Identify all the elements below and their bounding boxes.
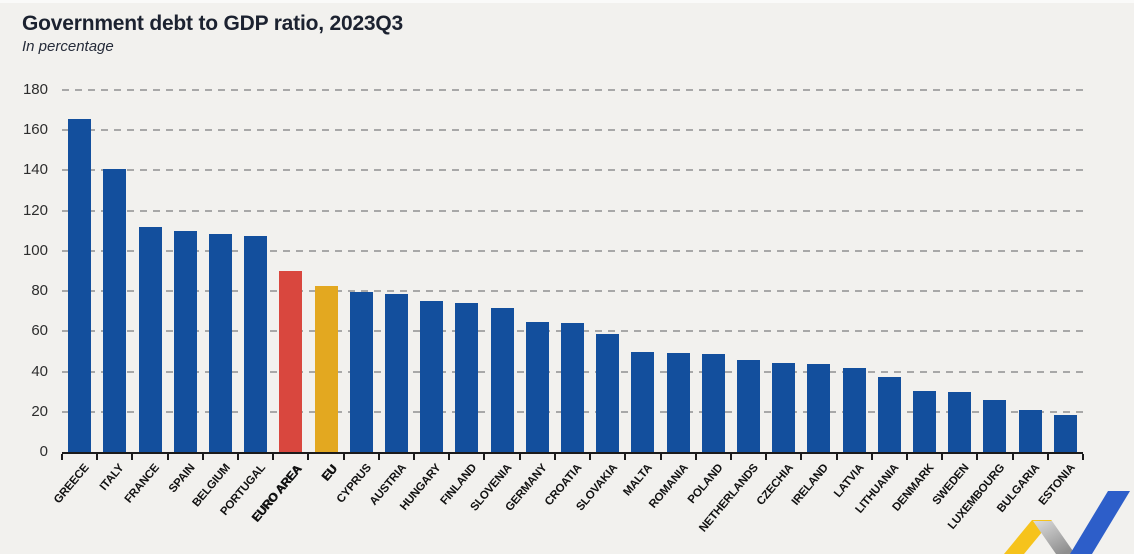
x-axis-label-italy: ITALY [98,462,127,493]
bar-portugal [244,235,268,452]
gridline-120 [62,209,1083,212]
x-axis-tick [1011,454,1014,460]
chart-subtitle: In percentage [22,38,114,55]
x-axis-tick [131,454,134,460]
top-strip [0,0,1134,3]
bar-eu [314,285,338,452]
x-axis-tick [96,454,99,460]
x-axis-label-malta: MALTA [621,462,656,499]
bar-spain [173,231,197,452]
y-axis-label-60: 60 [31,322,48,340]
y-axis-label-80: 80 [31,282,48,300]
bar-czechia [772,362,796,452]
gridline-160 [62,129,1083,132]
x-axis-tick [835,454,838,460]
chart-title: Government debt to GDP ratio, 2023Q3 [22,12,404,35]
gridline-100 [62,249,1083,252]
bar-latvia [842,368,866,452]
x-axis-tick [237,454,240,460]
x-axis-tick [553,454,556,460]
x-axis-tick [765,454,768,460]
y-axis-label-40: 40 [31,362,48,380]
bar-euro-area [279,271,303,452]
bar-cyprus [349,292,373,452]
bar-croatia [561,322,584,452]
y-axis-label-180: 180 [22,81,48,98]
x-axis-label-eu: EU [318,462,340,484]
x-axis-tick [729,454,732,460]
x-axis-label-greece: GREECE [52,462,92,507]
bar-poland [701,353,725,452]
ribbon-blue-band [1070,491,1130,554]
bar-belgium [208,234,232,452]
x-axis-tick [941,454,944,460]
bar-netherlands [737,359,761,452]
x-axis-tick [166,454,169,460]
x-axis-tick [1082,454,1084,460]
x-axis-tick [694,454,697,460]
bar-sweden [948,392,972,452]
bar-slovakia [596,333,620,452]
x-axis-tick [342,454,345,460]
chart-header: Government debt to GDP ratio, 2023Q3 In … [22,12,403,55]
x-axis-tick [905,454,908,460]
bar-finland [455,302,479,452]
bar-hungary [420,300,444,452]
x-axis-tick [272,454,275,460]
y-axis-labels: 0 20 40 60 80 100 120 140 160 180 [0,81,54,460]
x-axis-line [62,452,1083,454]
bar-ireland [807,364,831,452]
y-axis-label-0: 0 [39,443,48,460]
x-axis-tick [624,454,627,460]
y-axis-label-140: 140 [22,161,48,179]
x-axis-tick [518,454,521,460]
bar-france [138,226,162,452]
x-axis-label-spain: SPAIN [166,462,198,496]
x-axis-tick [1046,454,1049,460]
x-axis-tick [589,454,592,460]
x-axis-tick [61,454,63,460]
gridline-140 [62,169,1083,172]
plot-area: GREECE ITALY FRANCE SPAIN BELGIUM PORTUGAL EUR… [52,89,1084,535]
x-axis-tick [483,454,486,460]
bar-greece [68,119,92,452]
gridline-180 [62,89,1083,91]
bar-germany [525,321,549,452]
bar-estonia [1053,415,1077,452]
x-axis-tick [201,454,204,460]
gridline-80 [62,290,1083,293]
bar-italy [103,169,127,452]
bar-malta [631,352,655,452]
x-axis-tick [870,454,873,460]
x-axis-label-france: FRANCE [122,462,163,506]
x-axis-tick [307,454,310,460]
bar-bulgaria [1018,409,1042,452]
x-axis-label-latvia: LATVIA [831,462,867,500]
y-axis-label-120: 120 [22,201,48,219]
x-axis-tick [377,454,380,460]
bar-romania [666,353,690,452]
x-axis-label-ireland: IRELAND [789,462,832,508]
bar-luxembourg [983,400,1007,452]
ribbon-logo [1004,491,1130,554]
x-axis-tick [413,454,416,460]
bar-austria [384,294,408,452]
ribbon-fold [1033,521,1075,554]
bar-denmark [913,391,937,452]
x-axis-tick [976,454,979,460]
y-axis-label-100: 100 [22,241,48,259]
y-axis-label-20: 20 [31,402,48,420]
bar-lithuania [877,377,901,452]
y-axis-label-160: 160 [22,121,48,139]
bar-slovenia [490,307,514,452]
x-axis-tick [448,454,451,460]
x-axis-tick [800,454,803,460]
x-axis-tick [659,454,662,460]
